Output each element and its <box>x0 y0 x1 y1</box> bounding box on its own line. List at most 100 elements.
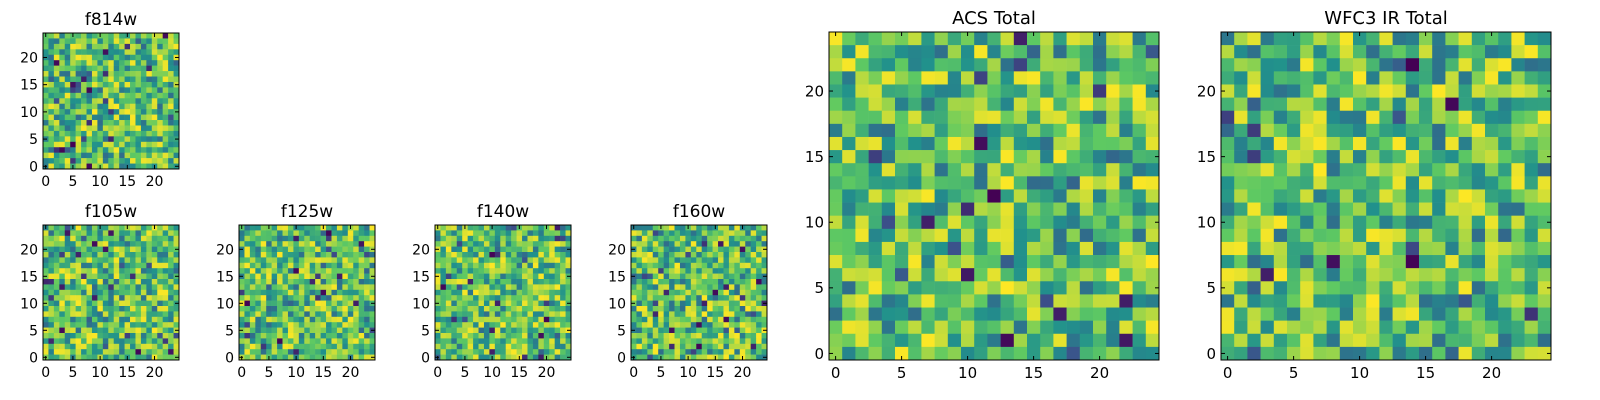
heatmap-cell <box>707 257 713 264</box>
heatmap-cell <box>505 241 512 247</box>
y-tick-label: 0 <box>814 345 824 363</box>
heatmap-cell <box>440 279 447 285</box>
heatmap-cell <box>113 109 120 115</box>
heatmap-cell <box>707 327 713 334</box>
heatmap-cell <box>1145 202 1160 216</box>
heatmap-cell <box>723 295 730 301</box>
heatmap-cell <box>1419 136 1433 151</box>
heatmap-cell <box>756 257 762 264</box>
heatmap-cell <box>987 320 1001 335</box>
heatmap-cell <box>631 295 637 301</box>
heatmap-cell <box>353 322 359 328</box>
heatmap-cell <box>130 87 136 94</box>
heatmap-cell <box>336 257 343 264</box>
heatmap-cell <box>1537 281 1552 295</box>
heatmap-cell <box>679 306 686 312</box>
heatmap-cell <box>701 268 708 274</box>
heatmap-cell <box>336 268 343 274</box>
heatmap-cell <box>934 71 949 85</box>
heatmap-cell <box>102 43 109 50</box>
panel-title: f160w <box>673 202 725 222</box>
heatmap-cell <box>298 273 305 280</box>
heatmap-cell <box>478 273 485 280</box>
heatmap-cell <box>739 241 746 247</box>
heatmap-cell <box>1485 45 1499 59</box>
heatmap-cell <box>81 262 87 269</box>
heatmap-cell <box>663 246 670 253</box>
heatmap-cell <box>690 225 697 231</box>
heatmap-cell <box>505 333 512 339</box>
heatmap-cell <box>162 268 169 274</box>
heatmap-cell <box>59 71 66 77</box>
heatmap-cell <box>565 279 572 285</box>
heatmap-cell <box>1524 255 1539 269</box>
heatmap-cell <box>947 228 962 243</box>
heatmap-cell <box>652 273 659 280</box>
heatmap-cell <box>91 295 98 301</box>
heatmap-cell <box>1260 189 1275 203</box>
heatmap-cell <box>91 322 98 328</box>
heatmap-cell <box>522 333 528 339</box>
heatmap-cell <box>1093 150 1107 164</box>
heatmap-cell <box>135 252 142 258</box>
x-tick-label: 5 <box>460 365 469 381</box>
heatmap-cell <box>974 84 988 98</box>
heatmap-cell <box>331 322 338 328</box>
heatmap-cell <box>1445 45 1459 59</box>
heatmap-cell <box>908 268 922 282</box>
heatmap-cell <box>1106 32 1120 46</box>
heatmap-cell <box>881 268 896 282</box>
heatmap-cell <box>987 215 1001 230</box>
heatmap-cell <box>81 92 87 99</box>
heatmap-cell <box>1273 136 1288 151</box>
heatmap-cell <box>1221 123 1235 138</box>
heatmap-cell <box>1511 202 1525 216</box>
heatmap-cell <box>750 241 757 247</box>
heatmap-cell <box>1379 84 1393 98</box>
heatmap-cell <box>53 225 60 231</box>
heatmap-cell <box>48 268 55 274</box>
heatmap-cell <box>1079 71 1094 85</box>
heatmap-cell <box>1537 294 1552 308</box>
heatmap-cell <box>462 316 468 323</box>
heatmap-cell <box>320 300 327 307</box>
heatmap-cell <box>494 311 501 318</box>
heatmap-cell <box>560 268 566 274</box>
heatmap-cell <box>685 279 692 285</box>
heatmap-cell <box>364 349 370 355</box>
heatmap-cell <box>456 262 463 269</box>
heatmap-cell <box>162 322 169 328</box>
heatmap-cell <box>974 32 988 46</box>
heatmap-cell <box>336 230 343 237</box>
heatmap-cell <box>113 33 120 39</box>
heatmap-cell <box>739 306 746 312</box>
heatmap-cell <box>1511 123 1525 138</box>
heatmap-cell <box>140 230 147 237</box>
heatmap-cell <box>113 49 120 56</box>
heatmap-cell <box>1485 268 1499 282</box>
heatmap-cell <box>151 322 158 328</box>
heatmap-cell <box>266 279 272 285</box>
heatmap-cell <box>1326 189 1341 203</box>
heatmap-cell <box>527 289 534 296</box>
heatmap-cell <box>91 81 98 88</box>
heatmap-cell <box>462 311 468 318</box>
heatmap-cell <box>1093 320 1107 335</box>
heatmap-cell <box>1432 307 1446 321</box>
heatmap-cell <box>1537 228 1552 243</box>
heatmap-cell <box>908 228 922 243</box>
heatmap-cell <box>304 284 311 291</box>
heatmap-cell <box>1119 97 1133 112</box>
heatmap-cell <box>70 311 76 318</box>
heatmap-cell <box>974 202 988 216</box>
heatmap-cell <box>146 33 153 39</box>
heatmap-cell <box>168 60 174 66</box>
heatmap-cell <box>1079 176 1094 190</box>
heatmap-cell <box>663 225 670 231</box>
heatmap-cell <box>1106 202 1120 216</box>
heatmap-cell <box>162 38 169 45</box>
heatmap-cell <box>309 279 316 285</box>
heatmap-cell <box>1524 268 1539 282</box>
heatmap-cell <box>1405 176 1420 190</box>
heatmap-cell <box>756 273 762 280</box>
